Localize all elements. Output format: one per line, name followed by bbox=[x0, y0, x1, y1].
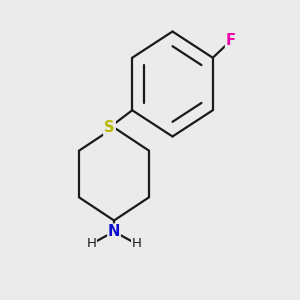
Text: S: S bbox=[104, 120, 115, 135]
Text: H: H bbox=[87, 237, 96, 250]
Text: H: H bbox=[132, 237, 141, 250]
Text: N: N bbox=[108, 224, 120, 239]
Text: F: F bbox=[226, 33, 236, 48]
